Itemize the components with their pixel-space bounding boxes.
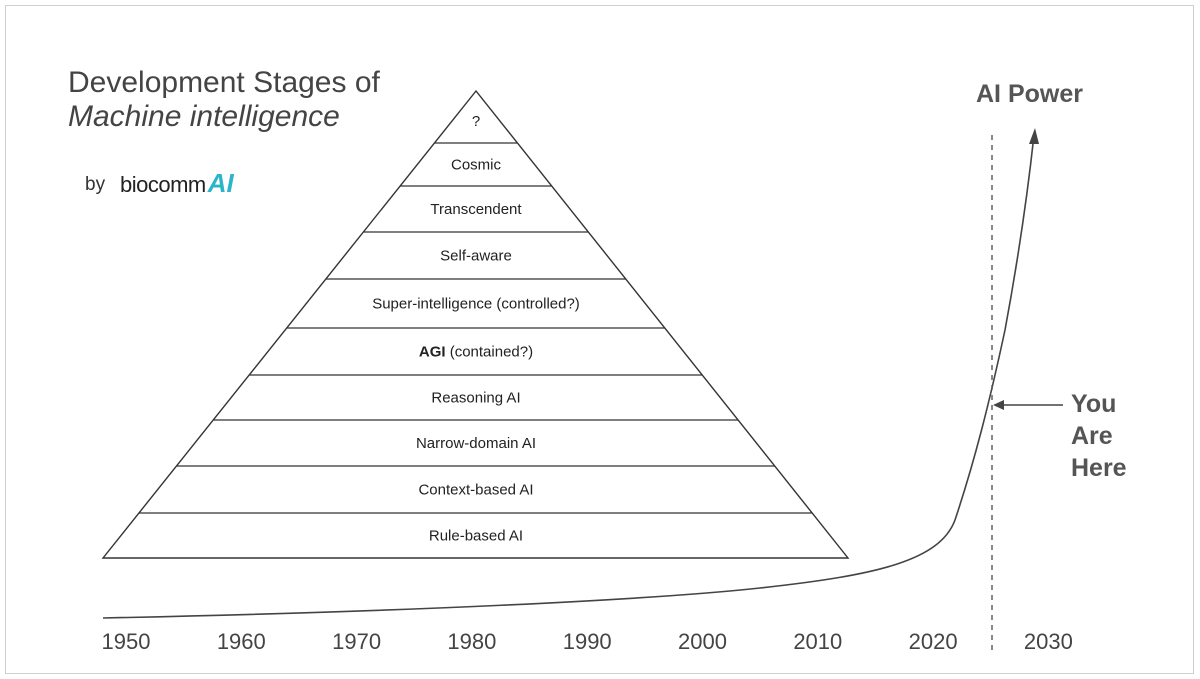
year-tick-label: 1950: [102, 629, 151, 654]
pyramid-stage-text: Context-based AI: [418, 482, 533, 499]
you-are-here-label: You Are Here: [1071, 388, 1127, 484]
diagram-frame: [5, 5, 1194, 674]
you-are-here-arrowhead: [993, 400, 1004, 410]
year-tick-label: 2010: [793, 629, 842, 654]
ai-power-label: AI Power: [976, 80, 1083, 108]
pyramid-stage-label: ?: [472, 113, 480, 130]
logo-ai: AI: [207, 168, 234, 198]
pyramid-stage-label: Self-aware: [440, 248, 512, 265]
pyramid-stage-bold-prefix: AGI: [419, 344, 446, 361]
pyramid-stage-text: Self-aware: [440, 248, 512, 265]
pyramid-stage-label: Super-intelligence (controlled?): [372, 296, 580, 313]
pyramid-stage-text: Super-intelligence (controlled?): [372, 296, 580, 313]
power-curve-line: [102, 134, 1035, 619]
power-curve-arrowhead: [1029, 128, 1039, 144]
year-tick-label: 2030: [1024, 629, 1073, 654]
year-tick-label: 1970: [332, 629, 381, 654]
diagram-title: Development Stages of Machine intelligen…: [68, 66, 380, 134]
pyramid-stage-text: Reasoning AI: [431, 390, 520, 407]
pyramid-stage-text: (contained?): [446, 344, 534, 361]
pyramid-stage-text: Rule-based AI: [429, 528, 523, 545]
pyramid-stage-text: Transcendent: [430, 201, 522, 218]
pyramid-stage-text: ?: [472, 113, 480, 130]
you-are-here-line-2: Are: [1071, 422, 1113, 450]
year-tick-label: 1980: [447, 629, 496, 654]
you-are-here-line-1: You: [1071, 390, 1117, 418]
logo-text: biocomm: [120, 172, 206, 197]
pyramid-stage-text: Narrow-domain AI: [416, 435, 536, 452]
title-line-1: Development Stages of: [68, 66, 380, 99]
pyramid: ? Cosmic Transcendent Self-aware Super-intel…: [101, 89, 850, 559]
ai-power-curve: [102, 128, 1063, 652]
year-tick-label: 2020: [909, 629, 958, 654]
you-are-here-line-3: Here: [1071, 454, 1127, 482]
biocommai-logo: biocommAI: [120, 168, 234, 208]
pyramid-stage-label: Transcendent: [430, 201, 522, 218]
pyramid-stage-label: AGI (contained?): [419, 344, 533, 361]
year-tick-label: 2000: [678, 629, 727, 654]
pyramid-stage-label: Rule-based AI: [429, 528, 523, 545]
pyramid-stage-label: Context-based AI: [418, 482, 533, 499]
year-tick-label: 1960: [217, 629, 266, 654]
year-axis: 1950 1960 1970 1980 1990 2000 2010 2020 2030: [102, 629, 1073, 654]
byline-label: by: [85, 174, 106, 195]
year-tick-label: 1990: [563, 629, 612, 654]
pyramid-outline: [101, 89, 850, 559]
pyramid-stage-label: Reasoning AI: [431, 390, 520, 407]
pyramid-stage-label: Narrow-domain AI: [416, 435, 536, 452]
title-line-2: Machine intelligence: [68, 100, 340, 133]
pyramid-stage-label: Cosmic: [451, 157, 502, 174]
pyramid-stage-text: Cosmic: [451, 157, 502, 174]
